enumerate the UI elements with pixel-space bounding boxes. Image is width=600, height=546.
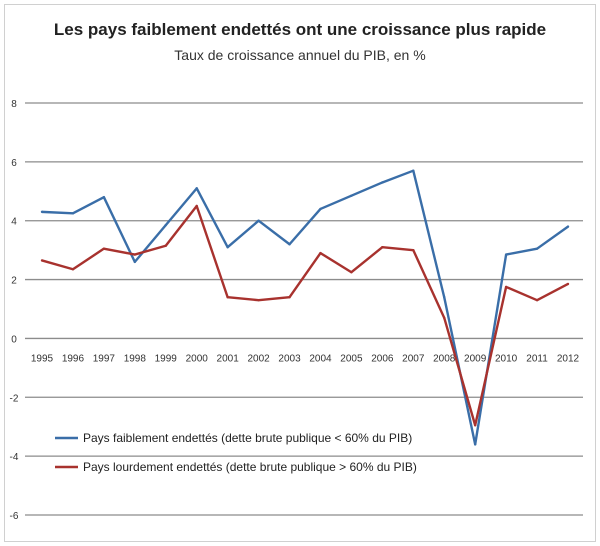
y-tick-label: 2 bbox=[11, 276, 17, 287]
x-tick-label: 1997 bbox=[93, 353, 116, 364]
data-point bbox=[473, 424, 477, 427]
x-tick-label: 2011 bbox=[526, 353, 548, 364]
legend-label: Pays lourdement endettés (dette brute pu… bbox=[83, 460, 417, 474]
data-point bbox=[288, 296, 291, 299]
data-point bbox=[133, 253, 137, 256]
y-tick-label: 8 bbox=[11, 99, 17, 110]
data-point bbox=[566, 225, 570, 228]
x-tick-label: 2009 bbox=[464, 353, 487, 364]
data-point bbox=[226, 296, 229, 299]
x-tick-label: 2002 bbox=[247, 353, 270, 364]
data-point bbox=[381, 246, 384, 249]
data-point bbox=[71, 212, 75, 215]
x-tick-label: 2005 bbox=[340, 353, 363, 364]
x-tick-label: 2004 bbox=[309, 353, 332, 364]
x-tick-label: 2010 bbox=[495, 353, 518, 364]
data-point bbox=[473, 443, 477, 446]
x-tick-label: 2007 bbox=[402, 353, 425, 364]
data-point bbox=[443, 296, 446, 299]
y-tick-label: -4 bbox=[10, 452, 19, 463]
x-tick-label: 1999 bbox=[155, 353, 178, 364]
data-point bbox=[71, 268, 75, 271]
data-point bbox=[40, 210, 44, 214]
x-tick-label: 1998 bbox=[124, 353, 147, 364]
data-point bbox=[381, 181, 384, 184]
series-line-1 bbox=[41, 169, 569, 446]
series-line-2 bbox=[41, 204, 569, 427]
data-point bbox=[319, 207, 322, 211]
y-tick-label: -6 bbox=[10, 511, 19, 522]
data-point bbox=[102, 247, 106, 250]
x-tick-label: 2006 bbox=[371, 353, 394, 364]
x-tick-label: 2000 bbox=[186, 353, 209, 364]
data-point bbox=[566, 282, 570, 286]
x-tick-label: 2003 bbox=[278, 353, 301, 364]
data-point bbox=[195, 187, 198, 190]
data-point bbox=[350, 271, 353, 274]
data-point bbox=[257, 219, 260, 222]
data-point bbox=[164, 223, 167, 227]
x-tick-label: 2001 bbox=[217, 353, 240, 364]
data-point bbox=[443, 316, 446, 320]
data-point bbox=[133, 260, 137, 264]
data-point bbox=[102, 195, 106, 199]
y-tick-label: 4 bbox=[11, 217, 17, 228]
chart-subtitle: Taux de croissance annuel du PIB, en % bbox=[174, 47, 426, 63]
chart-frame bbox=[4, 4, 596, 542]
y-tick-label: -2 bbox=[10, 393, 19, 404]
x-tick-label: 1996 bbox=[62, 353, 85, 364]
data-point bbox=[535, 298, 539, 302]
chart-title: Les pays faiblement endettés ont une cro… bbox=[53, 20, 547, 39]
data-point bbox=[350, 194, 353, 197]
y-tick-label: 6 bbox=[11, 158, 17, 169]
y-tick-label: 0 bbox=[11, 334, 17, 345]
data-point bbox=[288, 243, 291, 246]
data-point bbox=[412, 248, 415, 252]
x-tick-label: 2008 bbox=[433, 353, 456, 364]
legend-label: Pays faiblement endettés (dette brute pu… bbox=[83, 431, 412, 445]
data-point bbox=[504, 285, 508, 289]
data-point bbox=[257, 298, 260, 302]
data-point bbox=[226, 246, 229, 249]
data-point bbox=[412, 169, 415, 172]
data-point bbox=[504, 253, 508, 256]
data-point bbox=[40, 259, 44, 262]
data-point bbox=[164, 244, 167, 247]
data-point bbox=[535, 247, 539, 250]
data-point bbox=[195, 204, 198, 208]
x-tick-label: 1995 bbox=[31, 353, 54, 364]
x-tick-label: 2012 bbox=[557, 353, 580, 364]
data-point bbox=[319, 251, 322, 255]
